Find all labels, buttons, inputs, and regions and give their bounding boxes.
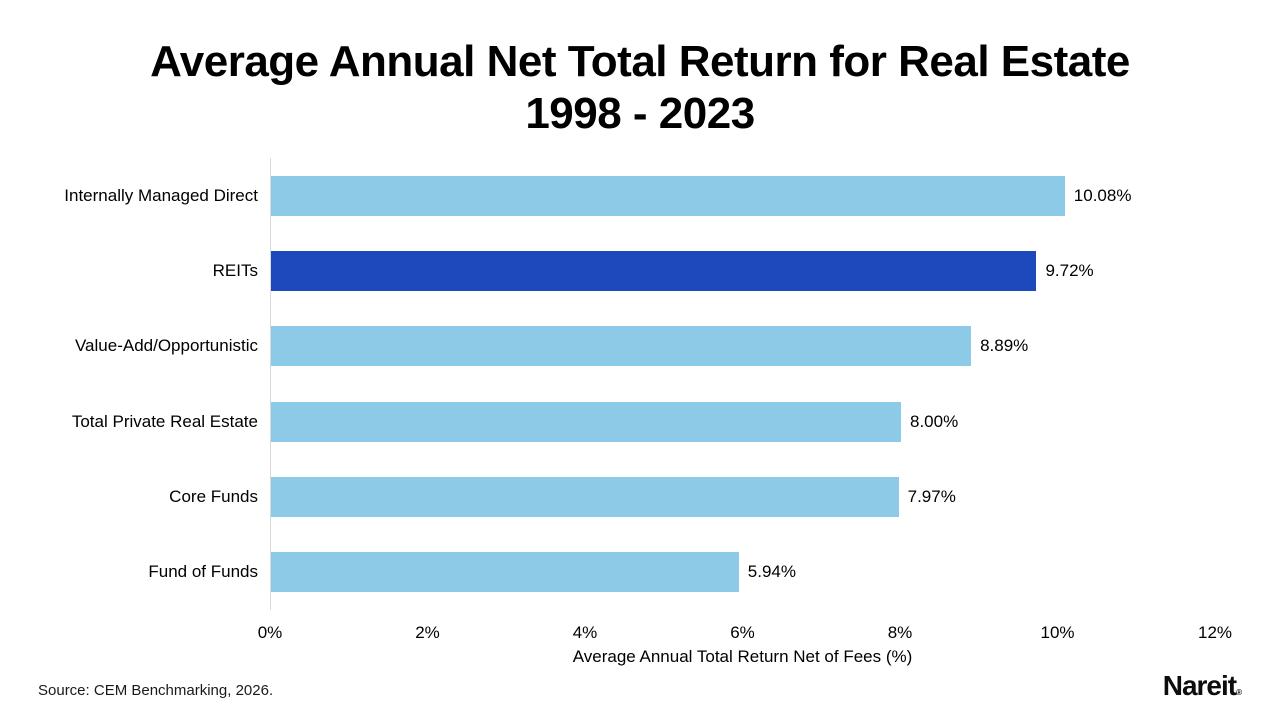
- x-axis-tick-label: 2%: [415, 623, 440, 642]
- category-label: Internally Managed Direct: [64, 185, 258, 205]
- chart-title-line1: Average Annual Net Total Return for Real…: [150, 37, 1130, 86]
- bar: [271, 251, 1037, 291]
- source-note: Source: CEM Benchmarking, 2026.: [38, 682, 274, 699]
- bar-value-label: 5.94%: [747, 562, 796, 582]
- bar-value-label: 8.89%: [980, 336, 1029, 356]
- bar: [271, 175, 1065, 216]
- x-axis-tick-label: 12%: [1197, 623, 1233, 642]
- x-axis-tick-label: 8%: [887, 623, 913, 642]
- bar-value-label: 10.08%: [1073, 185, 1132, 205]
- plot-area: 10.08% 9.72% 8.89% 8.00% 7.97% 5.94%: [270, 158, 1216, 610]
- category-label: Core Funds: [169, 487, 258, 506]
- x-axis-title: Average Annual Total Return Net of Fees …: [572, 647, 913, 666]
- bar: [271, 401, 901, 442]
- category-label: Total Private Real Estate: [71, 411, 258, 431]
- chart-title: Average Annual Net Total Return for Real…: [0, 36, 1280, 140]
- nareit-logo-text: Nareit: [1162, 670, 1237, 701]
- chart-title-line2: 1998 - 2023: [525, 89, 755, 138]
- bar: [271, 552, 739, 593]
- x-axis-tick-label: 10%: [1040, 623, 1075, 642]
- category-label: REITs: [212, 261, 258, 280]
- bar: [271, 326, 972, 367]
- bar-value-label: 7.97%: [907, 487, 956, 506]
- x-axis-tick-label: 4%: [572, 623, 598, 642]
- bar-value-label: 8.00%: [909, 411, 959, 431]
- registered-mark-icon: ®: [1236, 688, 1242, 697]
- x-axis-tick-label: 6%: [730, 623, 755, 642]
- category-label: Fund of Funds: [148, 562, 258, 582]
- x-axis-ticks: 0% 2% 4% 6% 8% 10% 12%: [258, 622, 1232, 644]
- bar-value-label: 9.72%: [1045, 261, 1094, 280]
- nareit-logo: Nareit®: [1163, 670, 1242, 702]
- x-axis-tick-label: 0%: [257, 623, 283, 642]
- bar: [271, 477, 899, 517]
- category-label: Value-Add/Opportunistic: [74, 336, 258, 356]
